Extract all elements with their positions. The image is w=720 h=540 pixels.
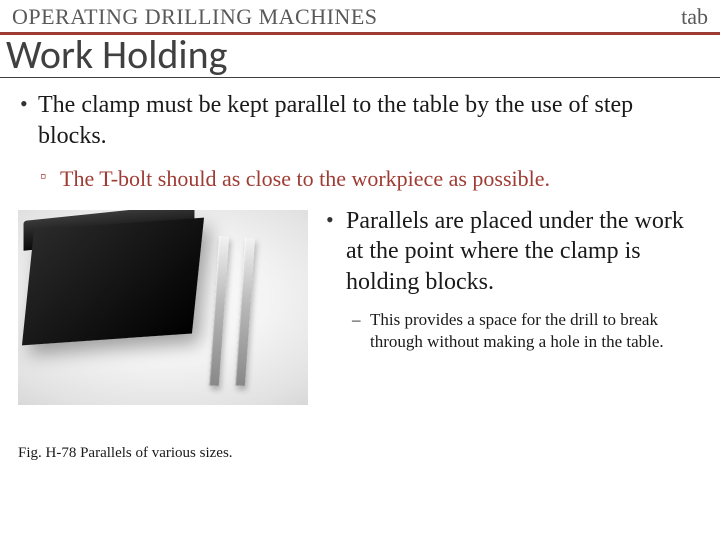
figure-image xyxy=(18,210,308,405)
text-column: Parallels are placed under the work at t… xyxy=(326,204,702,462)
bullet-2-sub: This provides a space for the drill to b… xyxy=(352,309,702,353)
header-title: OPERATING DRILLING MACHINES xyxy=(12,4,378,30)
content-area: The clamp must be kept parallel to the t… xyxy=(0,86,720,462)
bullet-list-2: Parallels are placed under the work at t… xyxy=(326,206,702,297)
bullet-1-sub: The T-bolt should as close to the workpi… xyxy=(38,165,702,194)
figure-case xyxy=(22,218,204,346)
header-tab: tab xyxy=(681,4,708,30)
bullet-list-2-sub: This provides a space for the drill to b… xyxy=(352,309,702,353)
bullet-1: The clamp must be kept parallel to the t… xyxy=(18,90,702,151)
slide: OPERATING DRILLING MACHINES tab Work Hol… xyxy=(0,0,720,540)
slide-title: Work Holding xyxy=(0,33,720,77)
bullet-2: Parallels are placed under the work at t… xyxy=(326,206,702,297)
bullet-list-1-sub: The T-bolt should as close to the workpi… xyxy=(38,165,702,194)
two-column-row: Fig. H-78 Parallels of various sizes. Pa… xyxy=(18,204,702,462)
figure-caption: Fig. H-78 Parallels of various sizes. xyxy=(18,445,308,462)
figure-parallel-bar xyxy=(209,236,229,386)
bullet-list-1: The clamp must be kept parallel to the t… xyxy=(18,90,702,151)
figure-parallel-bar xyxy=(235,238,255,386)
figure-column: Fig. H-78 Parallels of various sizes. xyxy=(18,204,308,462)
